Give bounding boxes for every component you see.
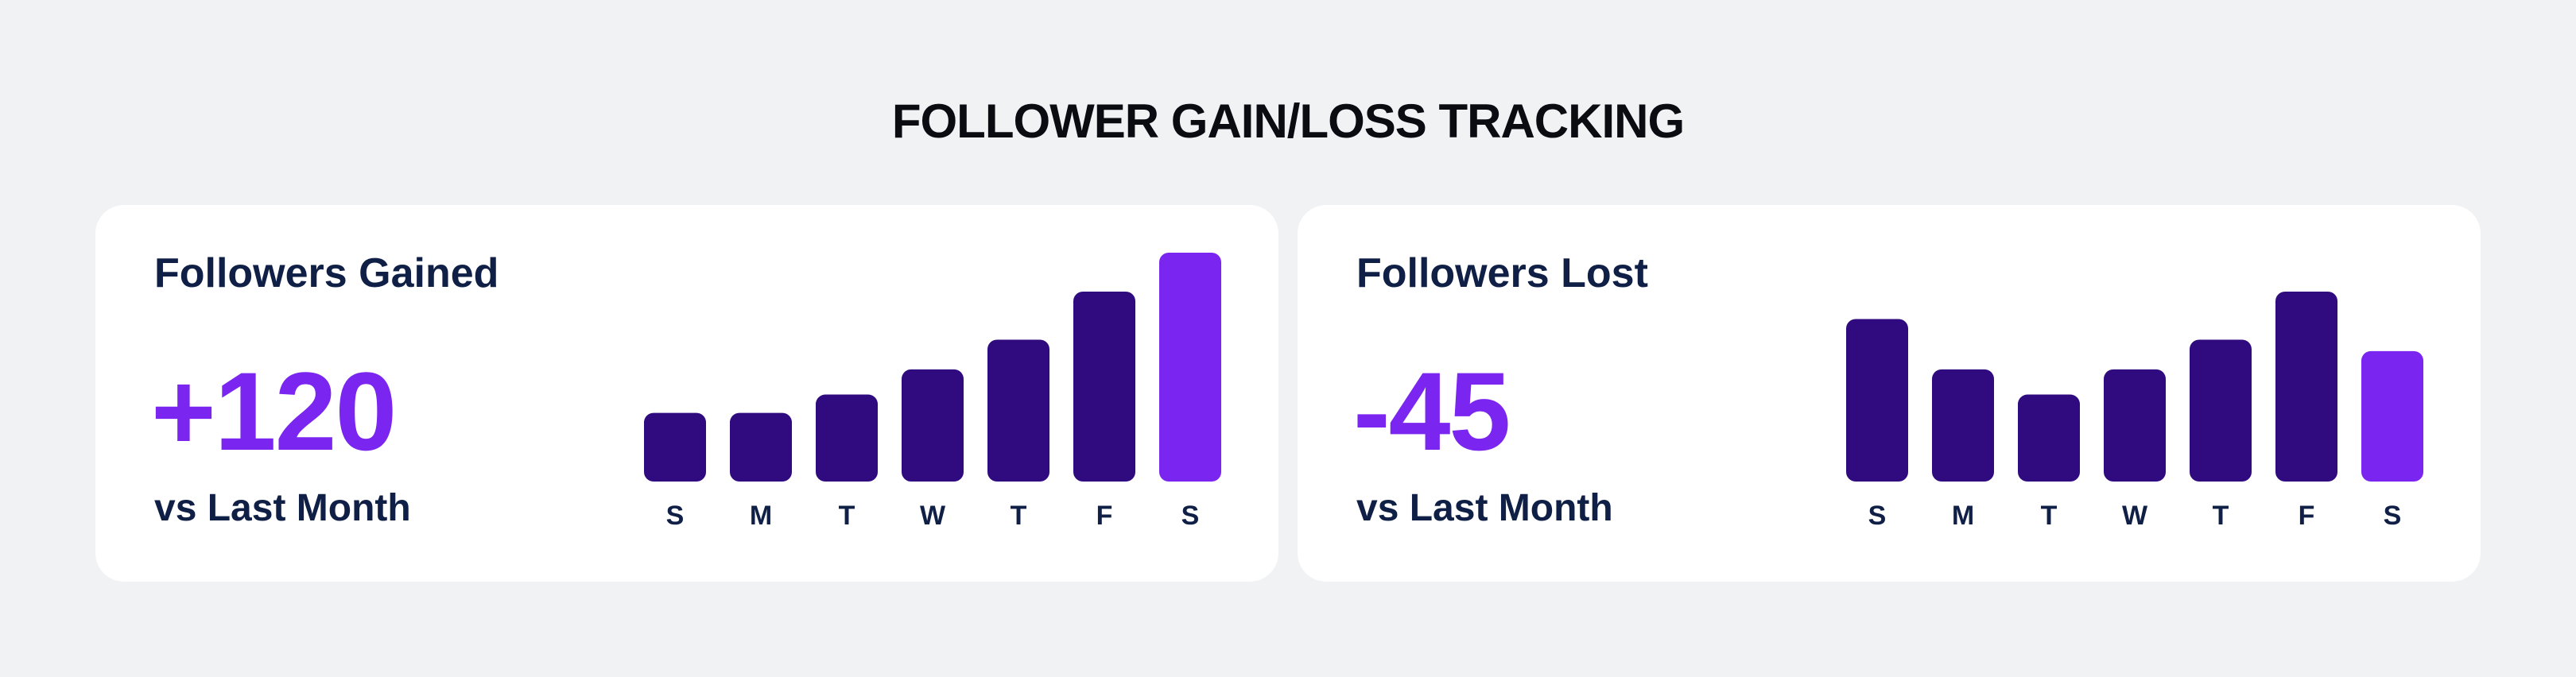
x-tick-label: T xyxy=(2041,501,2058,531)
followers-gained-card: Followers Gained +120 vs Last Month S M T W… xyxy=(95,205,1278,582)
page-title: FOLLOWER GAIN/LOSS TRACKING xyxy=(891,95,1685,148)
comparison-label: vs Last Month xyxy=(154,487,411,529)
x-tick-label: T xyxy=(839,501,855,531)
x-tick-label: W xyxy=(920,501,946,531)
x-tick-label: S xyxy=(1868,501,1887,531)
card-title: Followers Gained xyxy=(154,250,499,296)
card-title: Followers Lost xyxy=(1356,250,1648,296)
x-tick-label: S xyxy=(666,501,685,531)
x-tick-label: M xyxy=(1952,501,1974,531)
followers-gained-value: +120 xyxy=(151,349,397,474)
x-tick-label: M xyxy=(750,501,772,531)
bar-2 xyxy=(2018,394,2080,482)
bar-1 xyxy=(730,412,792,482)
bar-6 xyxy=(2361,350,2423,482)
x-tick-label: F xyxy=(1096,501,1113,531)
comparison-label: vs Last Month xyxy=(1356,487,1613,529)
x-tick-label: S xyxy=(1181,501,1200,531)
bar-4 xyxy=(2190,339,2252,482)
x-tick-label: F xyxy=(2299,501,2315,531)
bar-2 xyxy=(816,394,878,482)
bar-0 xyxy=(644,412,706,482)
followers-lost-value: -45 xyxy=(1353,349,1511,474)
bar-4 xyxy=(987,339,1049,482)
bar-5 xyxy=(2275,291,2337,482)
bar-1 xyxy=(1932,369,1994,482)
bar-3 xyxy=(902,369,964,482)
bar-6 xyxy=(1159,253,1221,482)
bar-5 xyxy=(1073,291,1135,482)
x-tick-label: W xyxy=(2122,501,2148,531)
bar-3 xyxy=(2104,369,2166,482)
x-tick-label: T xyxy=(1011,501,1027,531)
x-tick-label: S xyxy=(2384,501,2402,531)
followers-lost-card: Followers Lost -45 vs Last Month S M T W T F S xyxy=(1298,205,2481,582)
bar-0 xyxy=(1846,319,1908,482)
x-tick-label: T xyxy=(2213,501,2229,531)
